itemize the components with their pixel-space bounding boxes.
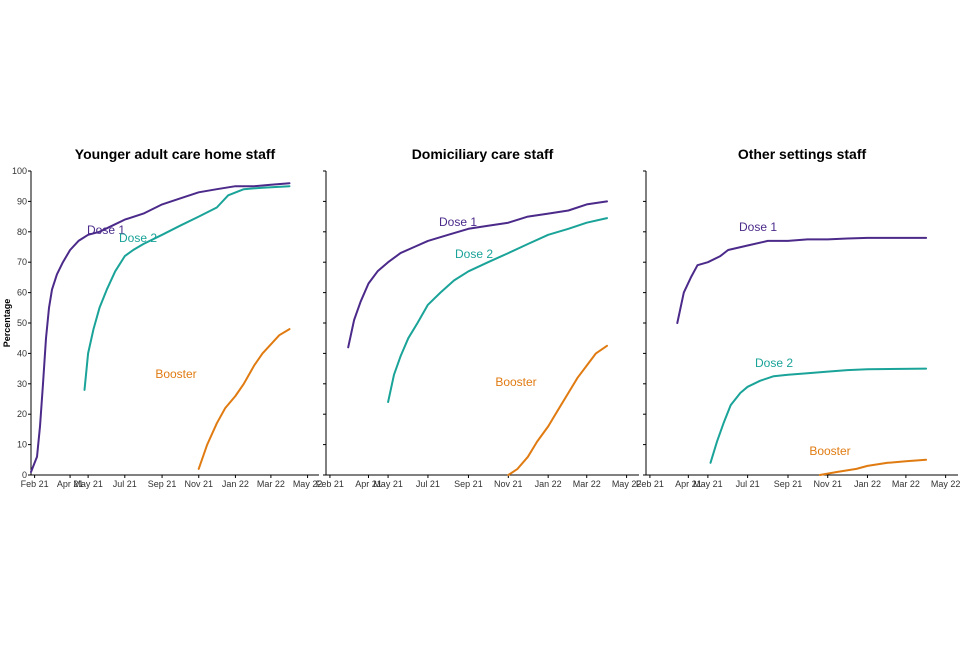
y-tick-label: 0 xyxy=(22,470,27,480)
series-line-dose-2 xyxy=(83,185,291,391)
x-tick-label: May 21 xyxy=(373,479,403,489)
y-tick-label: 90 xyxy=(17,196,27,206)
x-tick-label: Sep 21 xyxy=(148,479,177,489)
series-label-booster: Booster xyxy=(155,367,196,381)
x-tick-label: Jul 21 xyxy=(736,479,760,489)
y-tick-label: 10 xyxy=(17,440,27,450)
x-tick-label: Apr 21 xyxy=(57,479,84,489)
y-tick-label: 80 xyxy=(17,227,27,237)
x-tick-label: Apr 21 xyxy=(675,479,702,489)
x-tick-label: Mar 22 xyxy=(892,479,920,489)
x-tick-label: Feb 21 xyxy=(21,479,49,489)
x-tick-label: May 22 xyxy=(293,479,323,489)
x-tick-label: May 22 xyxy=(612,479,642,489)
series-label-booster: Booster xyxy=(809,444,850,458)
x-tick-label: Sep 21 xyxy=(774,479,803,489)
y-tick-label: 70 xyxy=(17,257,27,267)
x-tick-label: Mar 22 xyxy=(257,479,285,489)
x-tick-label: Apr 21 xyxy=(355,479,382,489)
series-line-dose-2 xyxy=(709,367,928,464)
series-label-dose-2: Dose 2 xyxy=(455,247,493,261)
x-tick-label: Nov 21 xyxy=(184,479,213,489)
y-tick-label: 30 xyxy=(17,379,27,389)
series-label-dose-1: Dose 1 xyxy=(439,215,477,229)
x-tick-label: May 21 xyxy=(73,479,103,489)
series-line-dose-1 xyxy=(30,182,291,473)
y-tick-label: 40 xyxy=(17,348,27,358)
panel-title: Other settings staff xyxy=(738,146,867,162)
panel-title: Domiciliary care staff xyxy=(412,146,554,162)
x-tick-label: Jul 21 xyxy=(416,479,440,489)
y-tick-label: 60 xyxy=(17,288,27,298)
series-label-dose-1: Dose 1 xyxy=(87,223,125,237)
x-tick-label: Nov 21 xyxy=(494,479,523,489)
x-tick-label: May 21 xyxy=(693,479,723,489)
x-tick-label: Feb 21 xyxy=(316,479,344,489)
x-tick-label: Sep 21 xyxy=(454,479,483,489)
x-tick-label: Mar 22 xyxy=(573,479,601,489)
x-tick-label: May 22 xyxy=(931,479,960,489)
series-line-booster xyxy=(818,458,928,476)
series-label-booster: Booster xyxy=(495,375,536,389)
x-tick-label: Jan 22 xyxy=(535,479,562,489)
series-label-dose-1: Dose 1 xyxy=(739,220,777,234)
x-tick-label: Nov 21 xyxy=(813,479,842,489)
series-label-dose-2: Dose 2 xyxy=(755,356,793,370)
x-tick-label: Jan 22 xyxy=(854,479,881,489)
x-tick-label: Feb 21 xyxy=(636,479,664,489)
panel-younger-adult-care-home-staff: Younger adult care home staff 0 10 20 30 40 50… xyxy=(12,146,322,489)
y-tick-label: 20 xyxy=(17,409,27,419)
series-line-dose-2 xyxy=(387,217,608,403)
panel-title: Younger adult care home staff xyxy=(75,146,276,162)
series-line-dose-1 xyxy=(676,236,928,324)
x-tick-label: Jan 22 xyxy=(222,479,249,489)
series-line-booster xyxy=(507,344,608,476)
x-tick-label: Jul 21 xyxy=(113,479,137,489)
y-tick-label: 50 xyxy=(17,318,27,328)
y-tick-label: 100 xyxy=(12,166,27,176)
series-label-dose-2: Dose 2 xyxy=(119,231,157,245)
series-line-dose-1 xyxy=(347,200,608,349)
y-axis-label: Percentage xyxy=(2,299,12,348)
series-line-booster xyxy=(197,328,291,470)
